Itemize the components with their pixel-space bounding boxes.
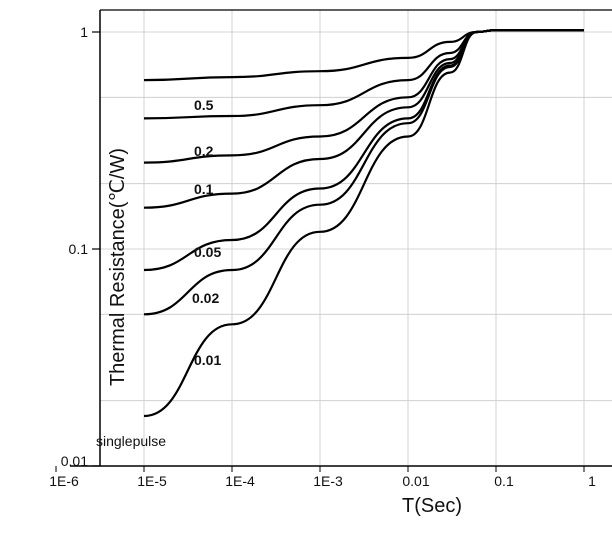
series-label-0-02: 0.02 [192, 290, 219, 306]
x-tick-label: 0.1 [494, 473, 514, 489]
series-label-0-2: 0.2 [194, 143, 214, 159]
x-tick-label: 0.01 [402, 473, 429, 489]
x-tick-label: 1E-5 [137, 473, 167, 489]
y-tick-label: 1 [80, 24, 88, 40]
x-tick-label: 1E-3 [313, 473, 343, 489]
series-label-0-05: 0.05 [194, 244, 221, 260]
series-label-singlepulse: singlepulse [96, 433, 166, 449]
y-axis-title: Thermal Resistance(℃/W) [107, 148, 129, 386]
series-label-0-01: 0.01 [194, 352, 221, 368]
x-tick-label: 1E-4 [225, 473, 255, 489]
series-label-0-1: 0.1 [194, 181, 214, 197]
series-label-0-5: 0.5 [194, 97, 214, 113]
x-tick-label: 1E-6 [49, 473, 79, 489]
y-tick-label: 0.01 [61, 453, 88, 469]
x-tick-label: 1 [588, 473, 596, 489]
x-axis-title: T(Sec) [402, 495, 462, 517]
y-tick-label: 0.1 [69, 241, 89, 257]
